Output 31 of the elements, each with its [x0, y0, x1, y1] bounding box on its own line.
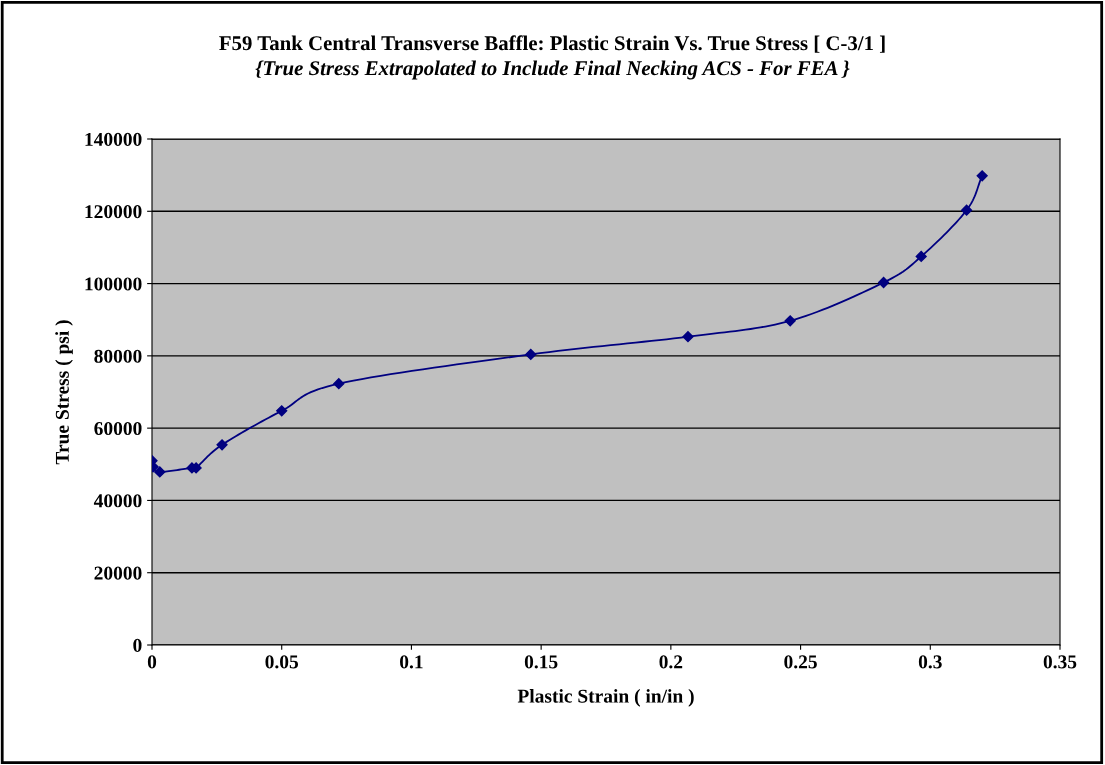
y-tick-label: 120000	[85, 205, 142, 219]
x-axis-title: Plastic Strain ( in/in )	[517, 689, 694, 707]
y-tick-label: 0	[133, 638, 142, 652]
x-tick-label: 0.1	[400, 655, 423, 669]
x-tick-label: 0	[147, 655, 157, 669]
y-tick-label: 140000	[85, 132, 142, 146]
point	[154, 466, 166, 478]
point	[915, 250, 927, 263]
x-tick-label: 0.2	[659, 655, 683, 669]
point	[961, 204, 973, 216]
point	[276, 405, 288, 417]
y-tick-label: 40000	[93, 494, 142, 508]
point	[976, 170, 988, 182]
y-tick-label: 60000	[94, 421, 142, 436]
x-tick-label: 0.15	[524, 655, 558, 669]
point	[333, 378, 345, 390]
x-tick-label: 0.3	[918, 655, 942, 669]
point	[682, 331, 694, 343]
x-tick-label: 0.35	[1043, 655, 1077, 669]
y-tick-label: 100000	[85, 277, 142, 291]
point	[216, 439, 228, 451]
y-axis-title: True Stress ( psi )	[55, 320, 73, 465]
point	[525, 348, 537, 361]
x-tick-label: 0.05	[265, 655, 299, 669]
chart-title: F59 Tank Central Transverse Baffle: Plastic Strain Vs. True Stress [ C-3/1 ]	[219, 35, 885, 53]
point	[877, 276, 890, 289]
point	[784, 315, 796, 327]
x-tick-label: 0.25	[784, 655, 817, 669]
y-tick-label: 20000	[94, 566, 142, 580]
chart-subtitle: {True Stress Extrapolated to Include Final Necking ACS - For FEA }	[255, 60, 850, 80]
y-tick-label: 80000	[94, 349, 142, 363]
